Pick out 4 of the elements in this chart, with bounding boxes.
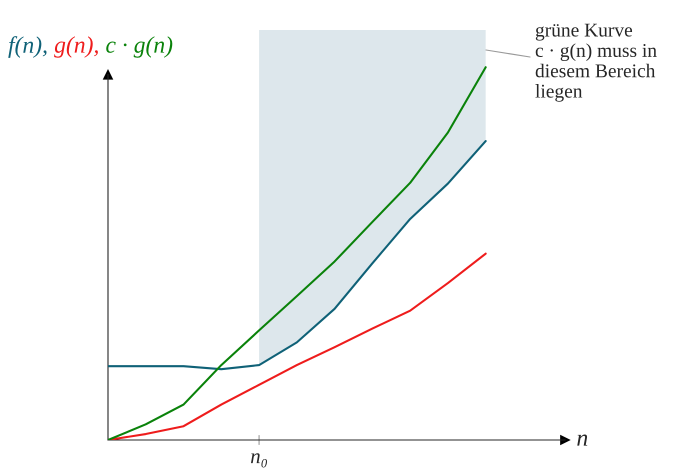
text: grüne Kurve c · g(n) muss in diesem Bereich liegen bbox=[535, 24, 657, 102]
y-axis-title: f(n), g(n), c · g(n) bbox=[8, 36, 172, 58]
text: n₀ bbox=[250, 453, 268, 468]
x-axis-title: n bbox=[577, 434, 588, 446]
